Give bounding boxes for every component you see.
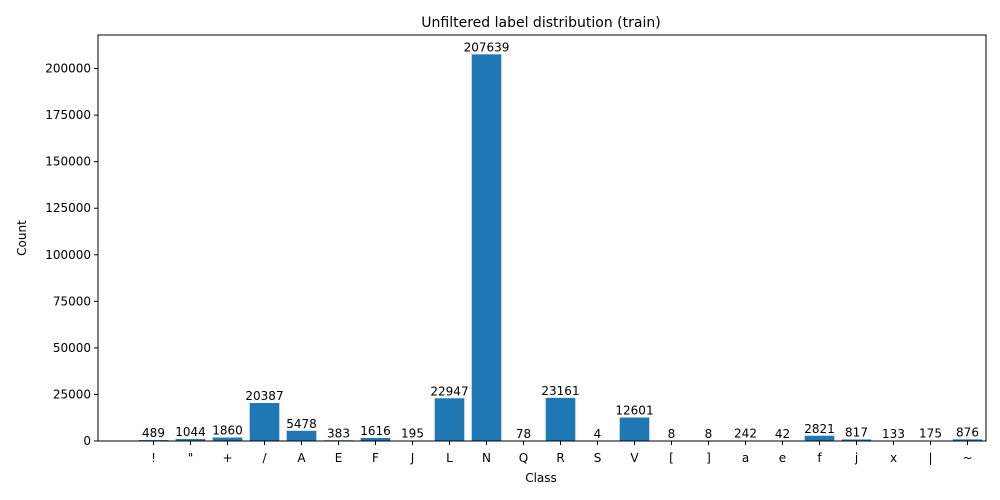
data-label-13: 12601 [615,404,653,418]
x-tick-label-13: V [630,451,639,465]
bar-4 [286,430,317,441]
data-label-12: 4 [594,427,602,441]
data-label-21: 175 [919,427,942,441]
y-tick-label-8: 200000 [45,62,91,76]
data-label-11: 23161 [541,384,579,398]
data-label-18: 2821 [804,422,835,436]
x-tick-label-7: J [410,451,415,465]
x-tick-label-20: x [890,451,897,465]
x-axis: ! " + / A E F J L N Q R S V [] a e f j x | ~ [151,441,973,465]
x-tick-label-5: E [335,451,343,465]
x-tick-label-11: R [556,451,564,465]
bars-group [138,54,983,441]
data-label-0: 489 [142,426,165,440]
data-label-22: 876 [956,425,979,439]
bar-8 [434,398,465,441]
y-tick-label-4: 100000 [45,248,91,262]
data-label-4: 5478 [286,417,317,431]
data-label-19: 817 [845,425,868,439]
y-axis-label: Count [15,220,29,256]
y-tick-label-7: 175000 [45,108,91,122]
bar-1 [175,439,206,441]
y-tick-label-5: 125000 [45,201,91,215]
data-label-8: 22947 [430,384,468,398]
x-tick-label-19: j [854,451,858,465]
data-label-9: 207639 [464,40,510,54]
bar-6 [360,437,391,441]
x-tick-label-2: + [222,451,232,465]
bar-3 [249,403,280,441]
x-tick-label-4: A [297,451,306,465]
data-label-10: 78 [516,427,531,441]
bar-9 [471,54,502,441]
chart-title: Unfiltered label distribution (train) [421,15,660,31]
x-tick-label-0: ! [151,451,156,465]
plot-frame [97,34,987,442]
data-label-2: 1860 [212,424,243,438]
bar-19 [841,439,872,441]
x-tick-label-8: L [446,451,453,465]
data-label-5: 383 [327,426,350,440]
y-tick-label-1: 25000 [53,387,91,401]
y-tick-label-6: 150000 [45,155,91,169]
x-tick-label-14: [ [669,451,674,465]
x-tick-label-12: S [594,451,602,465]
x-tick-label-18: f [817,451,822,465]
bar-11 [545,397,576,441]
x-tick-label-10: Q [519,451,528,465]
x-tick-label-9: N [482,451,491,465]
data-label-3: 20387 [245,389,283,403]
y-tick-label-3: 75000 [53,294,91,308]
x-tick-label-3: / [262,451,267,465]
data-label-14: 8 [668,427,676,441]
x-tick-label-22: ~ [962,451,972,465]
y-tick-label-0: 0 [83,434,91,448]
bar-18 [804,435,835,441]
data-label-17: 42 [775,427,790,441]
x-tick-label-17: e [779,451,786,465]
data-label-15: 8 [705,427,713,441]
data-label-16: 242 [734,427,757,441]
data-label-20: 133 [882,427,905,441]
bar-2 [212,437,243,441]
y-axis: 0 25000 50000 75000 100000 125000 150000 175000… [45,62,98,448]
x-tick-label-16: a [742,451,749,465]
data-label-7: 195 [401,427,424,441]
bar-22 [952,439,983,441]
x-tick-label-21: | [928,451,932,465]
bar-13 [619,417,650,441]
y-tick-label-2: 50000 [53,341,91,355]
data-label-1: 1044 [175,425,206,439]
x-tick-label-6: F [372,451,379,465]
x-tick-label-15: ] [706,451,711,465]
data-label-6: 1616 [360,424,391,438]
x-axis-label: Class [525,471,557,485]
x-tick-label-1: " [188,451,194,465]
